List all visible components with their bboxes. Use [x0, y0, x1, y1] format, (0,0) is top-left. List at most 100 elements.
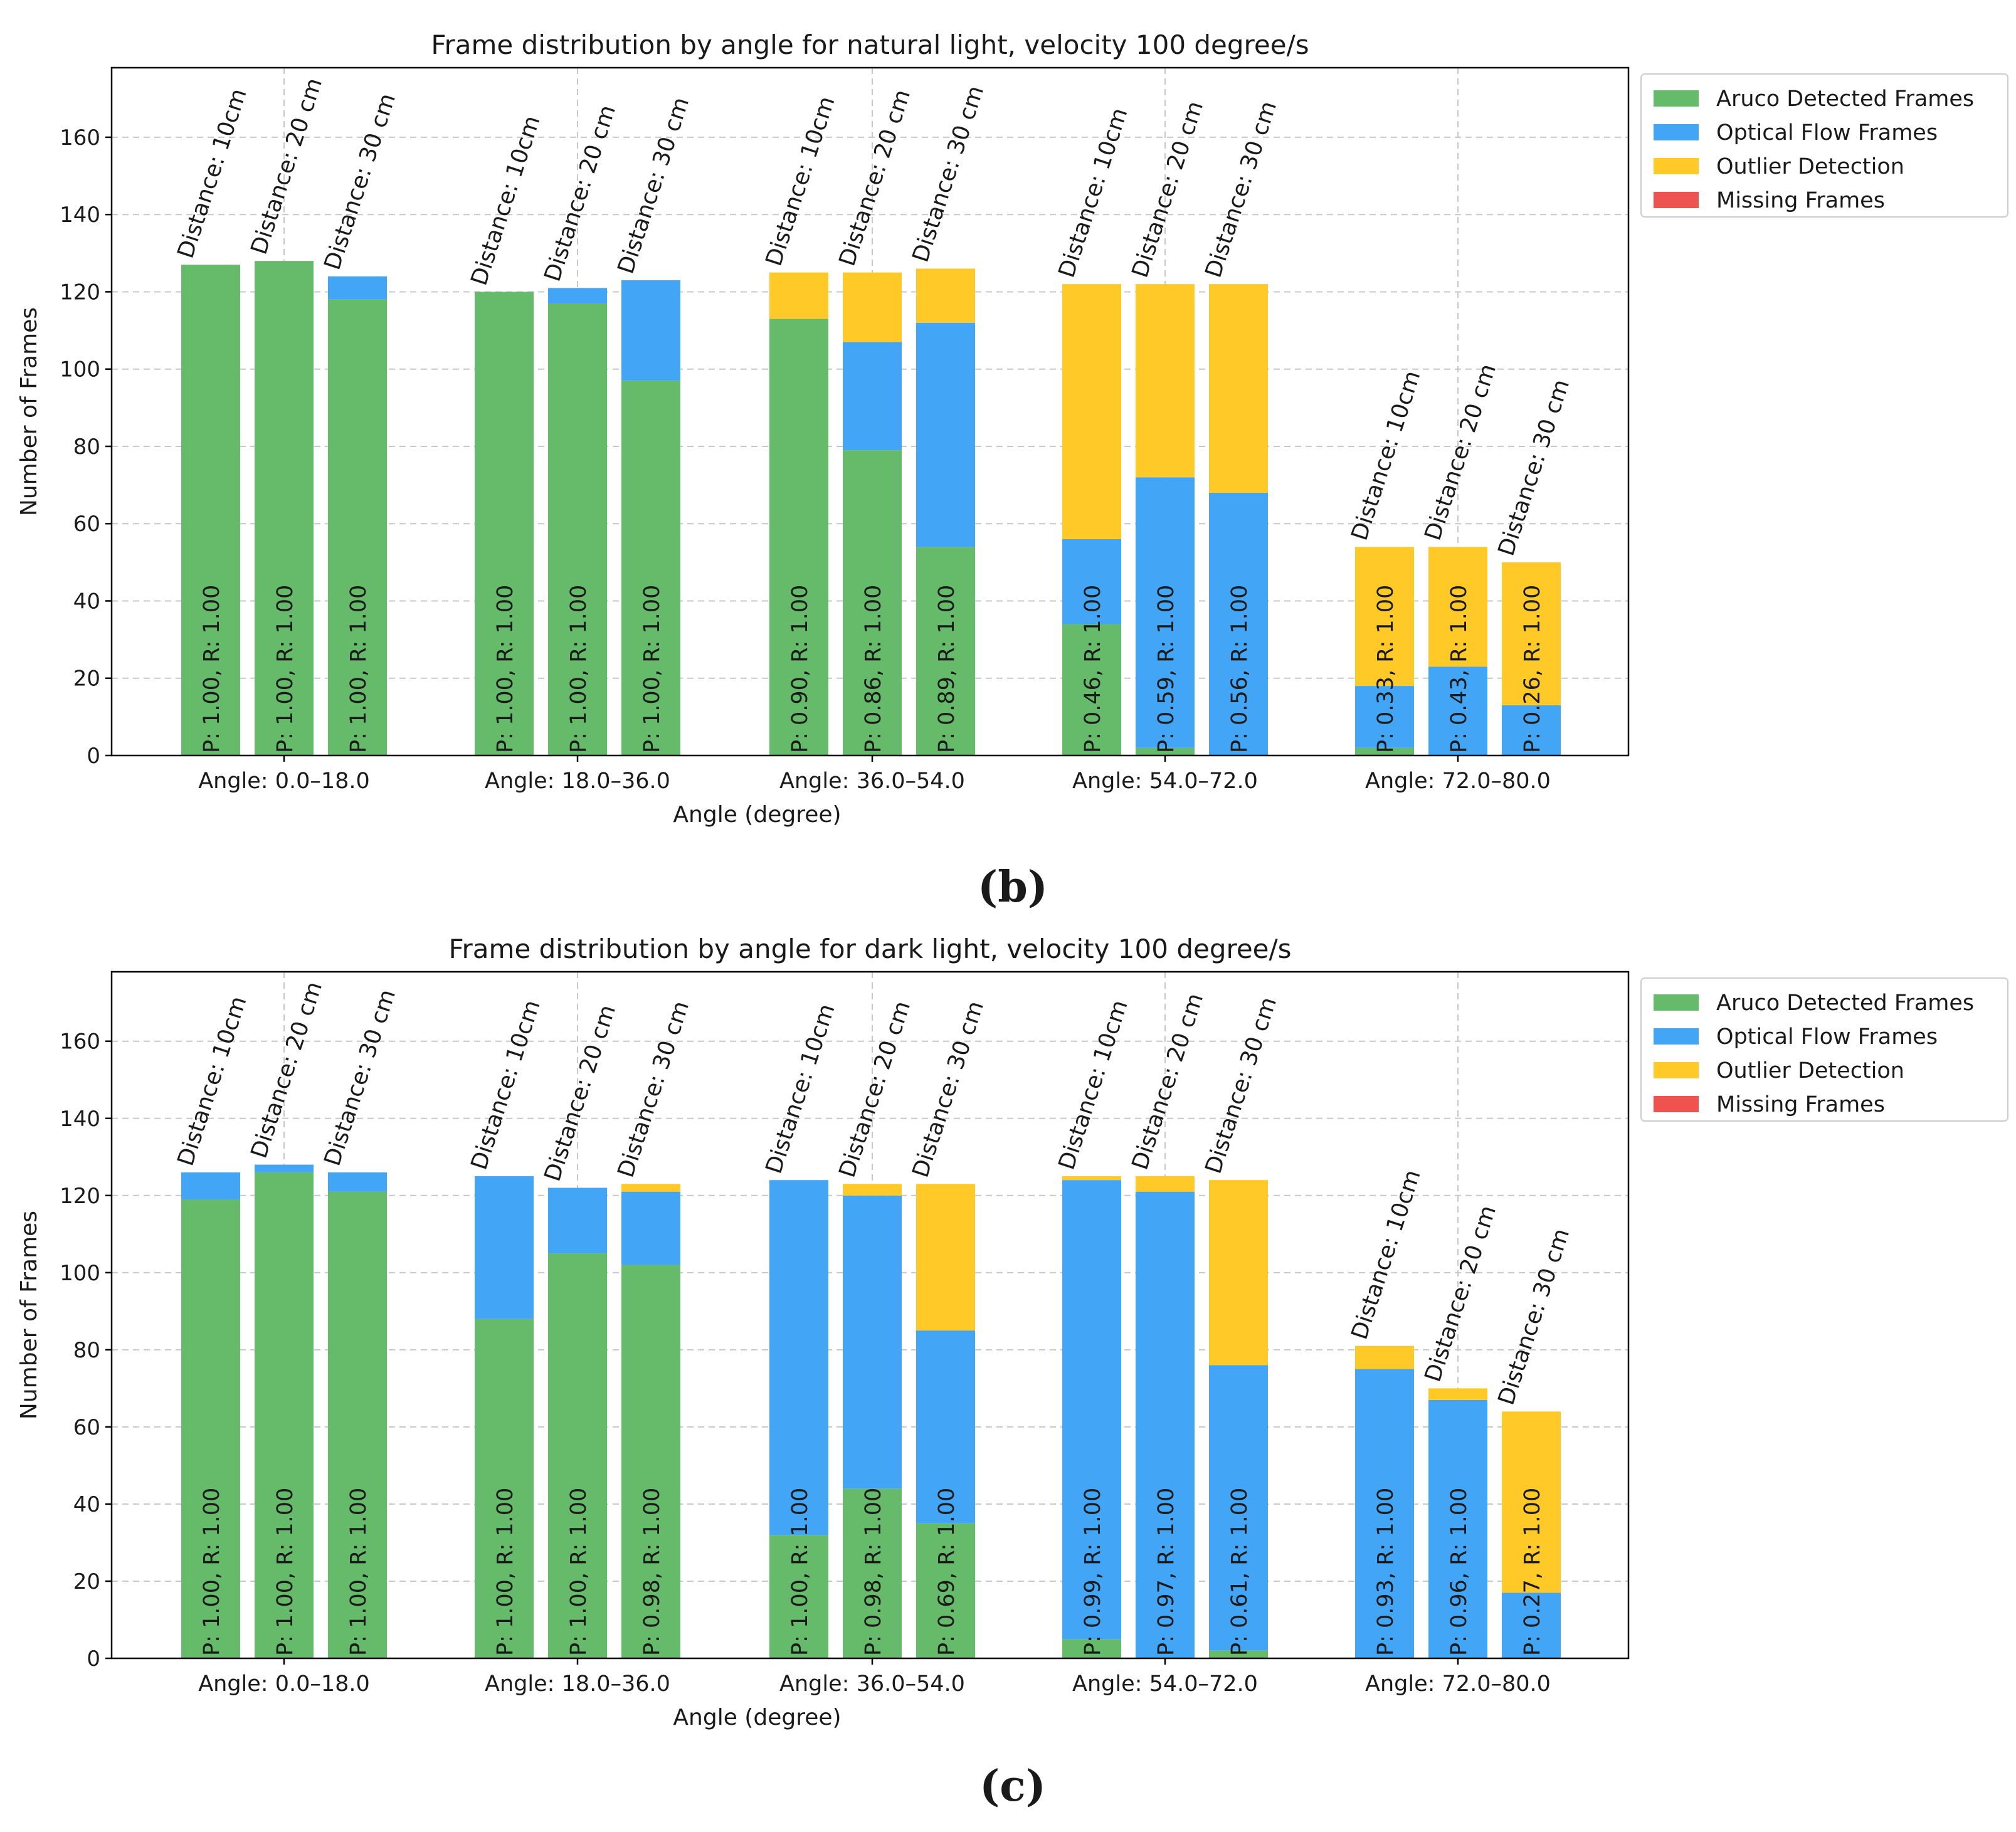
- bar-segment: [916, 1184, 975, 1331]
- bar-precision-recall-label: P: 0.61, R: 1.00: [1227, 1488, 1252, 1656]
- legend: Aruco Detected Frames Optical Flow Frames…: [1640, 977, 2008, 1122]
- bar-distance-label: Distance: 30 cm: [908, 83, 990, 265]
- bar-distance-label: Distance: 20 cm: [246, 979, 328, 1161]
- bar-segment: [769, 1535, 828, 1658]
- bar-segment: [475, 292, 534, 755]
- bar-segment: [255, 1164, 314, 1172]
- plot-frame: [110, 66, 1630, 757]
- bar-distance-label: Distance: 30 cm: [1494, 376, 1575, 559]
- bar-segment: [916, 1523, 975, 1658]
- chart-title: Frame distribution by angle for natural …: [431, 29, 1309, 60]
- bar-segment: [1136, 477, 1195, 748]
- legend-swatch: [1654, 1062, 1699, 1078]
- bar-distance-label: Distance: 30 cm: [613, 94, 695, 276]
- bar-segment: [1062, 284, 1121, 539]
- bar-segment: [843, 272, 902, 342]
- bar-segment: [328, 276, 387, 300]
- bar-distance-label: Distance: 10cm: [1054, 997, 1133, 1173]
- bar-precision-recall-label: P: 1.00, R: 1.00: [199, 1488, 224, 1656]
- bar-precision-recall-label: P: 0.90, R: 1.00: [788, 585, 813, 753]
- y-tick-label: 140: [60, 1107, 100, 1132]
- chart-panel-dark-light: Frame distribution by angle for dark lig…: [16, 934, 2008, 1811]
- bar-segment: [1136, 1191, 1195, 1658]
- x-tick-label: Angle: 36.0–54.0: [779, 769, 965, 794]
- bar-segment: [1428, 1399, 1487, 1658]
- bar-segment: [621, 1191, 680, 1265]
- bar-segment: [843, 1488, 902, 1658]
- y-tick-label: 20: [73, 666, 100, 692]
- legend-label: Optical Flow Frames: [1716, 120, 1938, 145]
- y-tick-label: 40: [73, 589, 100, 614]
- bar-segment: [916, 547, 975, 755]
- y-tick-label: 0: [87, 1646, 100, 1671]
- bar-segment: [1502, 1592, 1561, 1658]
- y-axis-label: Number of Frames: [16, 1211, 42, 1419]
- bar-distance-label: Distance: 20 cm: [1420, 1203, 1502, 1385]
- chart-panel-natural-light: Frame distribution by angle for natural …: [16, 29, 2008, 912]
- legend-label: Missing Frames: [1716, 188, 1885, 213]
- bar-segment: [1136, 284, 1195, 478]
- bar-distance-label: Distance: 30 cm: [908, 998, 990, 1181]
- panel-caption: (c): [979, 1761, 1046, 1811]
- bar-distance-label: Distance: 30 cm: [320, 986, 401, 1169]
- bar-segment: [1062, 624, 1121, 755]
- bar-precision-recall-label: P: 1.00, R: 1.00: [199, 585, 224, 753]
- bar-segment: [328, 299, 387, 755]
- y-tick-label: 0: [87, 744, 100, 769]
- bar-segment: [916, 268, 975, 323]
- y-tick-label: 60: [73, 1415, 100, 1440]
- bar-distance-label: Distance: 20 cm: [246, 75, 328, 257]
- bar-distance-label: Distance: 10cm: [1054, 105, 1133, 281]
- bar-precision-recall-label: P: 0.27, R: 1.00: [1520, 1488, 1545, 1656]
- bar-segment: [621, 280, 680, 381]
- bar-precision-recall-label: P: 0.69, R: 1.00: [934, 1488, 959, 1656]
- legend-label: Aruco Detected Frames: [1716, 991, 1974, 1016]
- bar-distance-label: Distance: 30 cm: [320, 90, 401, 273]
- bar-segment: [548, 303, 607, 755]
- y-tick-label: 120: [60, 280, 100, 305]
- bar-segment: [181, 1172, 240, 1199]
- y-tick-label: 160: [60, 1029, 100, 1055]
- x-axis-label: Angle (degree): [673, 1705, 841, 1730]
- y-tick-label: 80: [73, 434, 100, 460]
- bar-segment: [1428, 666, 1487, 755]
- bar-segment: [769, 1180, 828, 1535]
- legend-label: Optical Flow Frames: [1716, 1024, 1938, 1050]
- bar-distance-label: Distance: 10cm: [761, 1001, 840, 1177]
- legend-swatch: [1654, 124, 1699, 140]
- y-tick-label: 140: [60, 203, 100, 228]
- bar-precision-recall-label: P: 1.00, R: 1.00: [273, 1488, 298, 1656]
- x-tick-label: Angle: 18.0–36.0: [485, 769, 670, 794]
- bar-distance-label: Distance: 30 cm: [1494, 1226, 1575, 1408]
- bar-segment: [1136, 747, 1195, 755]
- x-tick-label: Angle: 54.0–72.0: [1072, 1671, 1258, 1697]
- bar-segment: [548, 1187, 607, 1254]
- bar-segment: [769, 272, 828, 319]
- bar-segment: [255, 261, 314, 755]
- bar-precision-recall-label: P: 0.98, R: 1.00: [861, 1488, 886, 1656]
- bar-segment: [475, 1319, 534, 1658]
- legend-label: Aruco Detected Frames: [1716, 87, 1974, 112]
- legend-label: Missing Frames: [1716, 1092, 1885, 1117]
- bar-segment: [1062, 1176, 1121, 1181]
- y-axis-label: Number of Frames: [16, 307, 42, 516]
- bar-segment: [1209, 492, 1268, 755]
- bar-segment: [1355, 547, 1414, 687]
- bar-precision-recall-label: P: 1.00, R: 1.00: [640, 585, 665, 753]
- bar-segment: [1355, 747, 1414, 755]
- bar-distance-label: Distance: 20 cm: [1127, 990, 1209, 1172]
- bar-precision-recall-label: P: 0.56, R: 1.00: [1227, 585, 1252, 753]
- bar-distance-label: Distance: 10cm: [761, 93, 840, 270]
- x-tick-label: Angle: 0.0–18.0: [198, 769, 370, 794]
- legend-swatch: [1654, 1028, 1699, 1045]
- bar-distance-label: Distance: 20 cm: [1127, 98, 1209, 280]
- legend-swatch: [1654, 994, 1699, 1011]
- bar-segment: [843, 1184, 902, 1196]
- bar-segment: [328, 1191, 387, 1658]
- bar-segment: [769, 318, 828, 756]
- legend: Aruco Detected Frames Optical Flow Frames…: [1640, 73, 2008, 218]
- bar-segment: [548, 288, 607, 303]
- bar-precision-recall-label: P: 0.97, R: 1.00: [1154, 1488, 1179, 1656]
- bar-distance-label: Distance: 10cm: [467, 113, 546, 289]
